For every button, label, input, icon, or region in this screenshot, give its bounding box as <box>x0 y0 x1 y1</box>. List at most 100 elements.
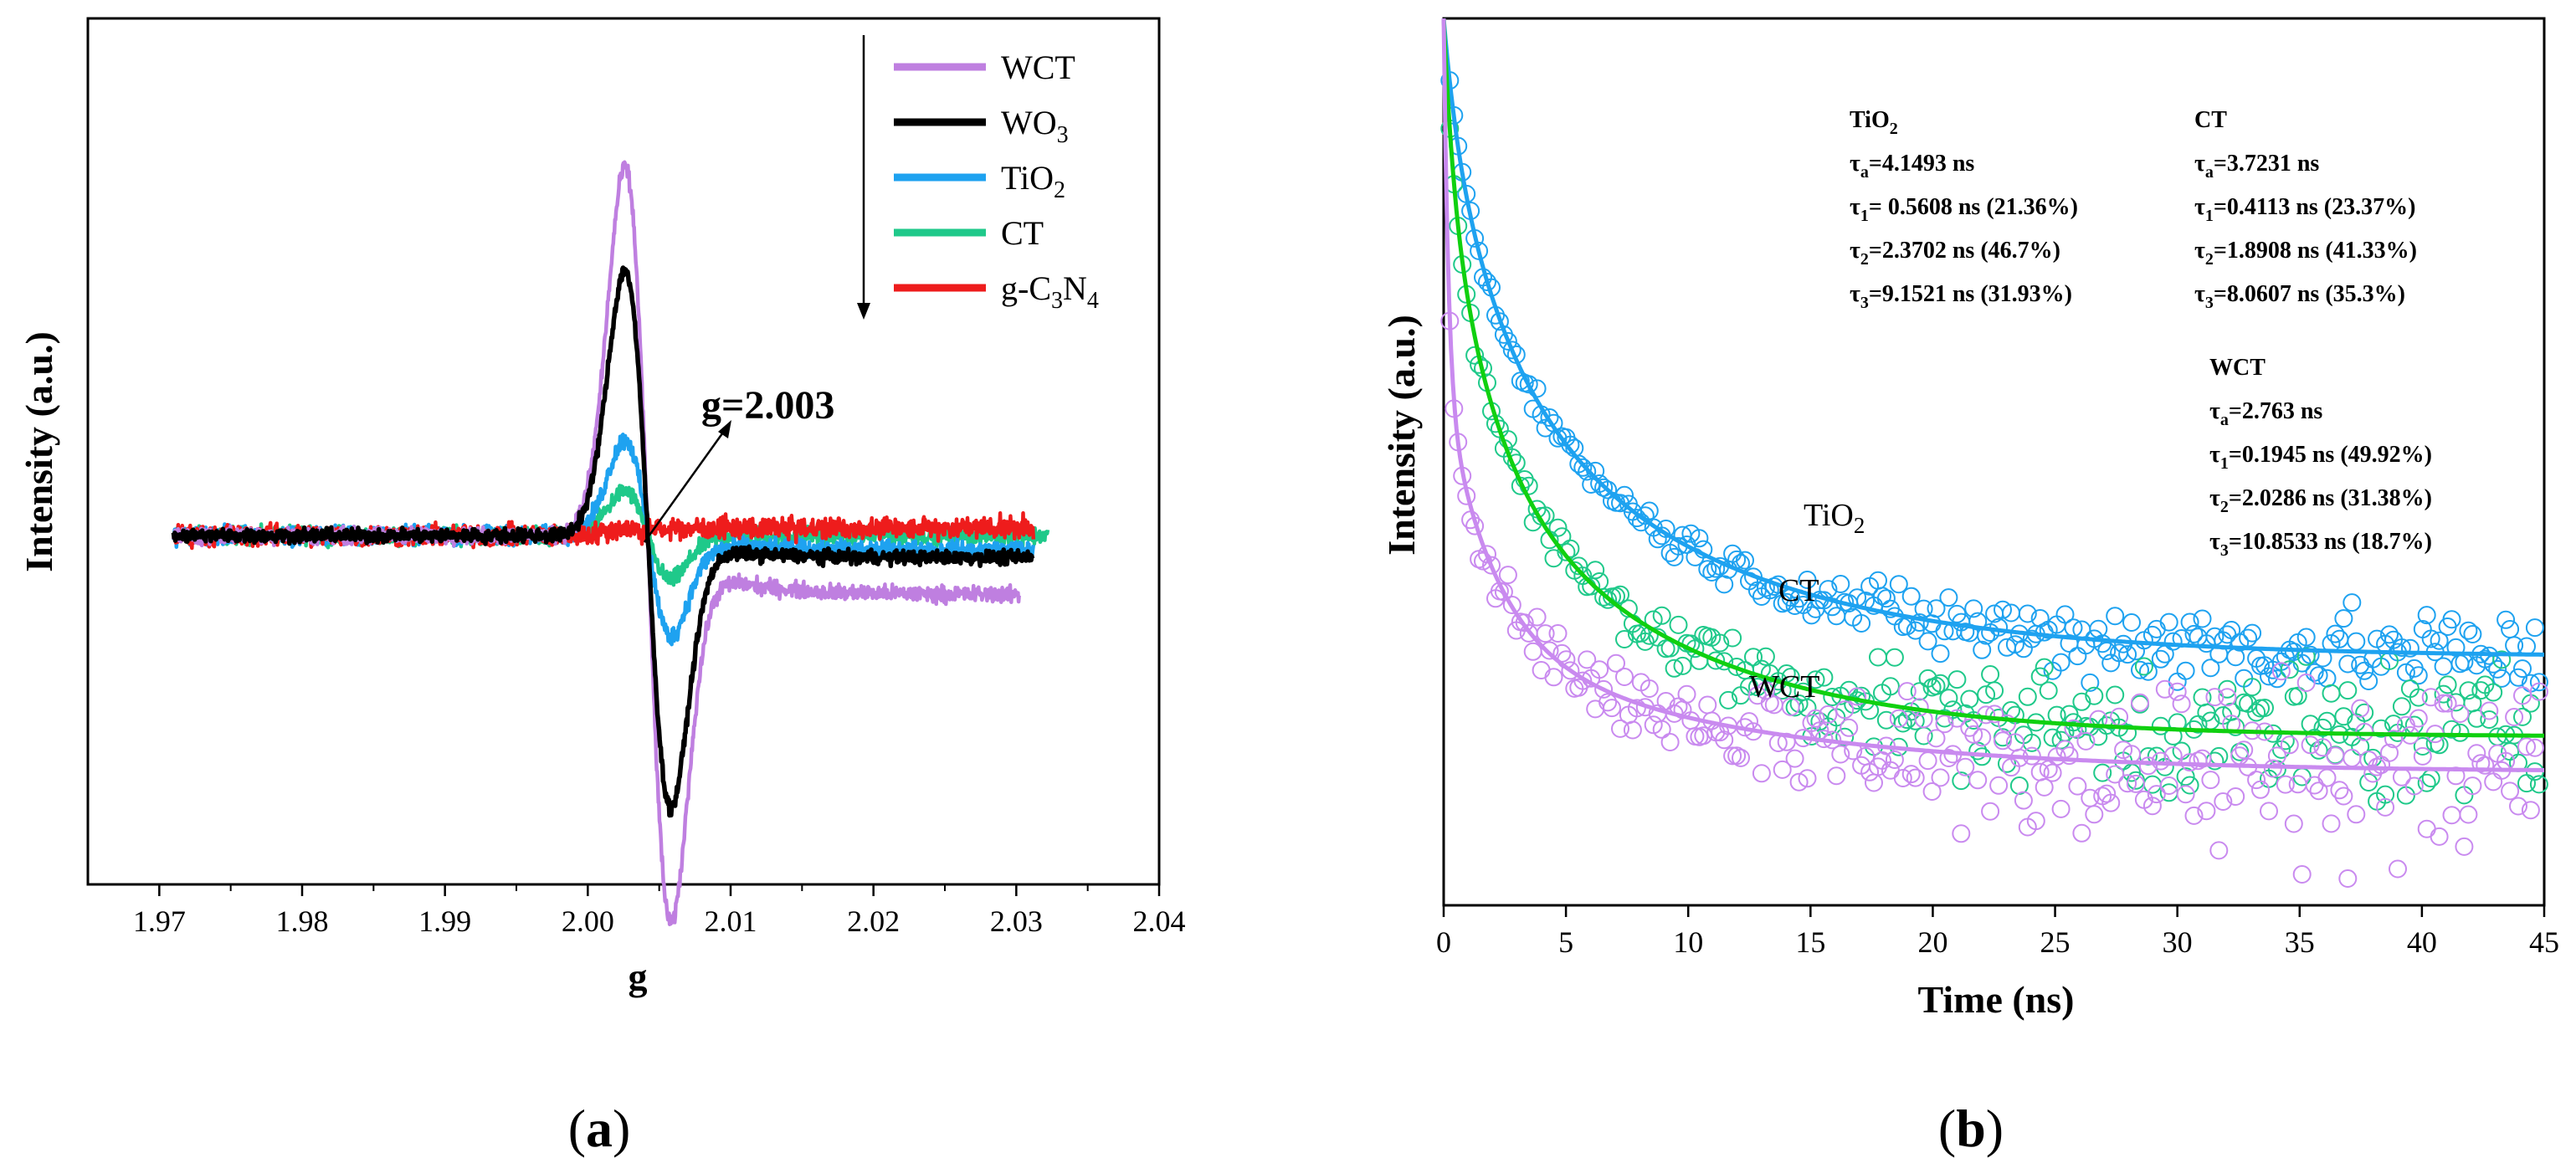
data-point-wct <box>1939 749 1958 767</box>
data-point-tio2 <box>1873 587 1891 606</box>
data-point-ct <box>1927 676 1946 695</box>
data-point-ct <box>1835 727 1855 746</box>
data-point-ct <box>2142 775 2162 794</box>
data-point-tio2 <box>1931 644 1950 664</box>
data-point-wct <box>1819 705 1838 724</box>
data-point-ct <box>2359 773 2378 792</box>
data-point-wct <box>1494 582 1513 602</box>
data-point-wct <box>2176 785 2195 804</box>
data-point-wct <box>2201 771 2220 790</box>
data-point-wct <box>2430 827 2449 846</box>
data-point-tio2 <box>2222 621 2241 639</box>
data-point-tio2 <box>1768 575 1788 594</box>
data-point-ct <box>2093 763 2112 782</box>
data-point-tio2 <box>2343 593 2362 612</box>
data-point-wct <box>2043 763 2062 782</box>
data-point-wct <box>1881 761 1900 780</box>
data-point-wct <box>2525 738 2544 757</box>
data-point-ct <box>1789 694 1809 713</box>
data-point-wct <box>2114 740 2133 760</box>
data-point-tio2 <box>1478 273 1496 291</box>
data-point-wct <box>1918 751 1937 771</box>
data-point-tio2 <box>2525 618 2544 638</box>
data-point-ct <box>2043 728 2062 747</box>
lifetime-line-tio2: τ3=9.1521 ns (31.93%) <box>1850 281 2072 312</box>
data-point-ct <box>1557 542 1576 561</box>
annotation-title-ct: CT <box>2194 107 2227 133</box>
annotation-title-tio2: TiO2 <box>1850 107 1898 138</box>
data-point-tio2 <box>2421 629 2440 648</box>
data-point-wct <box>2205 688 2224 707</box>
data-point-tio2 <box>1598 480 1618 500</box>
data-point-wct <box>1935 715 1954 734</box>
data-point-tio2 <box>2488 659 2507 679</box>
data-point-wct <box>2085 805 2104 824</box>
data-point-ct <box>2392 697 2411 716</box>
data-point-wct <box>2271 662 2291 681</box>
data-point-tio2 <box>1540 408 1559 427</box>
x-tick-label-b: 0 <box>1436 925 1451 959</box>
lifetime-line-ct: τ3=8.0607 ns (35.3%) <box>2194 281 2405 312</box>
data-point-wct <box>1994 731 2012 751</box>
data-point-wct <box>2438 694 2457 713</box>
data-point-ct <box>2513 707 2532 726</box>
data-point-wct <box>1981 802 2000 821</box>
data-point-wct <box>1922 782 1942 801</box>
plot-frame-a <box>86 17 1161 886</box>
curve-label-tio2: TiO2 <box>1804 498 1865 538</box>
data-point-wct <box>2421 688 2440 707</box>
data-point-wct <box>1840 718 1859 737</box>
data-point-tio2 <box>1968 612 1988 631</box>
data-point-wct <box>1478 545 1496 564</box>
x-tick-label-b: 30 <box>2163 925 2193 959</box>
data-point-ct <box>2338 681 2358 700</box>
data-point-tio2 <box>1519 375 1538 394</box>
data-point-tio2 <box>2351 655 2370 674</box>
x-tick-label-b: 15 <box>1795 925 1825 959</box>
legend-label-tio2: TiO2 <box>1001 159 1065 203</box>
data-point-wct <box>1773 760 1792 779</box>
data-point-wct <box>1806 709 1825 728</box>
data-point-ct <box>2355 703 2374 722</box>
data-point-wct <box>2138 756 2158 776</box>
data-point-tio2 <box>2459 621 2478 640</box>
data-point-wct <box>1660 733 1680 751</box>
data-point-wct <box>2322 814 2341 833</box>
data-point-tio2 <box>2081 673 2100 692</box>
data-point-wct <box>2276 775 2295 794</box>
epr-curve-wo3 <box>171 265 1035 818</box>
lifetime-line-tio2: τ2=2.3702 ns (46.7%) <box>1850 238 2060 269</box>
data-point-ct <box>1885 648 1904 667</box>
curves-a <box>171 160 1050 926</box>
data-point-ct <box>1598 590 1618 609</box>
fit-curve-wct <box>1441 18 2544 772</box>
data-point-wct <box>2168 682 2187 701</box>
legend-label-wct: WCT <box>1001 49 1075 86</box>
data-point-wct <box>1627 699 1646 718</box>
data-point-wct <box>2434 694 2453 713</box>
data-point-ct <box>2492 650 2512 669</box>
data-point-ct <box>2438 675 2457 694</box>
data-point-wct <box>2292 865 2312 884</box>
lifetime-line-wct: τ1=0.1945 ns (49.92%) <box>2209 442 2432 473</box>
data-point-tio2 <box>2496 610 2516 629</box>
data-point-wct <box>2260 802 2278 821</box>
data-point-tio2 <box>2131 660 2149 679</box>
data-point-wct <box>2442 806 2461 825</box>
data-point-wct <box>2147 785 2166 804</box>
legend-arrow-head <box>857 303 870 320</box>
data-point-wct <box>1561 661 1580 680</box>
lifetime-line-ct: τa=3.7231 ns <box>2194 151 2319 182</box>
data-point-wct <box>2118 774 2137 793</box>
data-point-tio2 <box>1831 575 1850 593</box>
data-point-wct <box>2505 708 2524 726</box>
data-point-ct <box>2134 657 2153 676</box>
data-point-tio2 <box>2018 604 2037 623</box>
data-point-wct <box>1611 719 1629 738</box>
data-point-tio2 <box>2434 657 2453 676</box>
data-point-wct <box>1536 624 1555 643</box>
data-point-tio2 <box>2380 625 2399 644</box>
x-ticks-b: 0 5 10 15 20 25 30 35 40 45 <box>1436 905 2559 959</box>
data-point-ct <box>1814 668 1834 687</box>
x-tick-label-b: 25 <box>2040 925 2071 959</box>
